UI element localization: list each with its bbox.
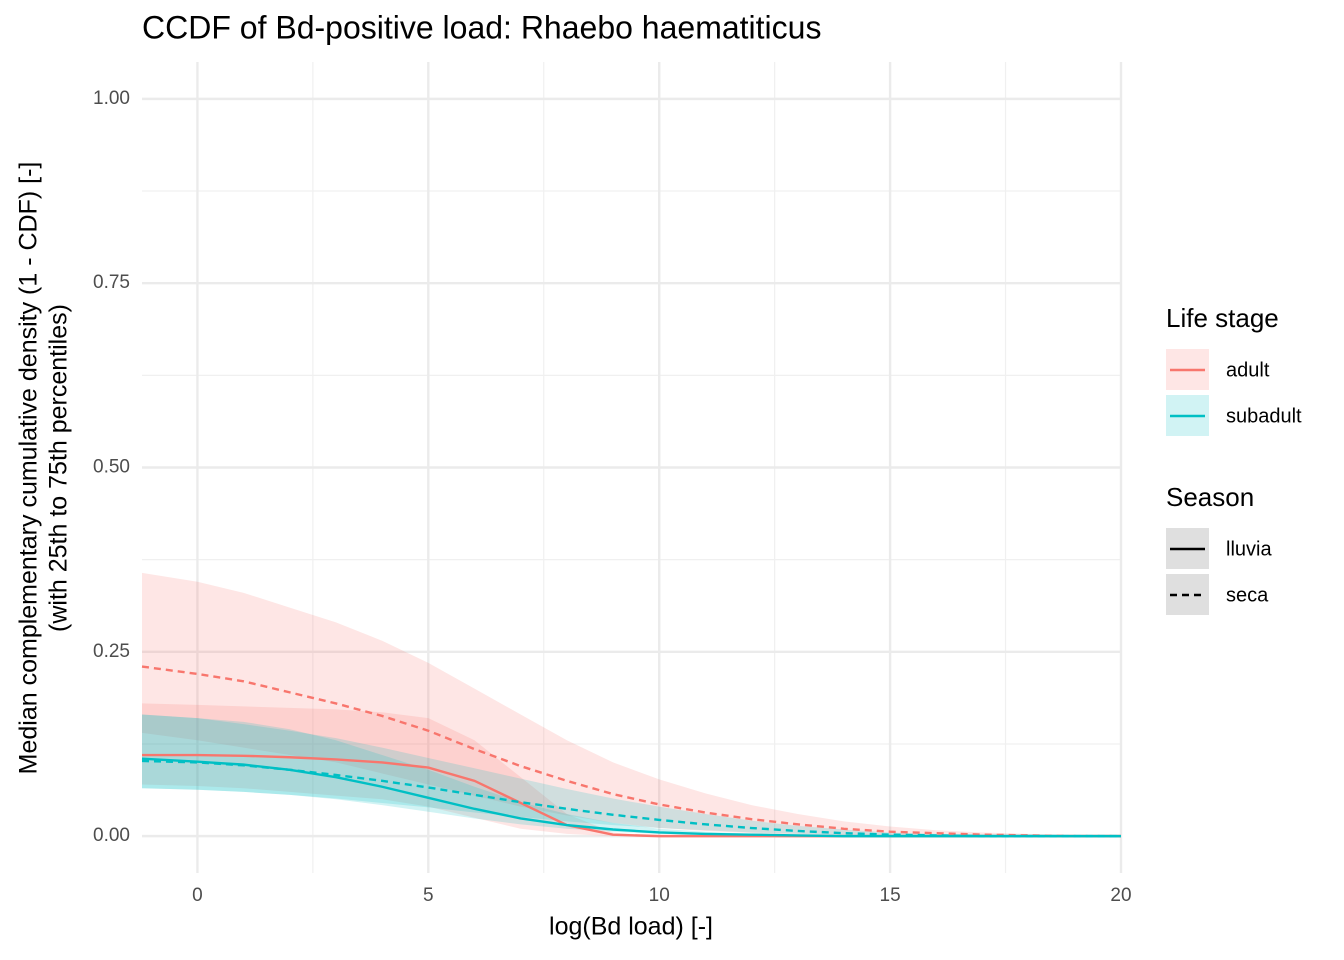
legend-label: adult (1226, 359, 1270, 381)
legend-title: Season (1166, 482, 1254, 512)
y-tick-label: 0.50 (93, 457, 130, 478)
x-tick-label: 0 (192, 885, 203, 906)
line (141, 757, 1121, 838)
y-tick-label: 0.25 (93, 641, 130, 662)
ribbon (142, 714, 1121, 837)
legend-title: Life stage (1166, 303, 1279, 333)
y-tick-label: 0.00 (93, 825, 130, 846)
ribbon (142, 703, 1121, 837)
legend-label: seca (1226, 584, 1269, 606)
y-tick-label: 1.00 (93, 88, 130, 109)
x-tick-label: 10 (649, 885, 670, 906)
legend-label: lluvia (1226, 538, 1272, 560)
x-tick-label: 5 (423, 885, 434, 906)
x-tick-label: 15 (880, 885, 901, 906)
y-tick-label: 0.75 (93, 272, 130, 293)
line (141, 665, 1121, 838)
y-axis-title: Median complementary cumulative density … (15, 162, 43, 775)
x-axis-title: log(Bd load) [-] (549, 913, 713, 941)
chart-title: CCDF of Bd-positive load: Rhaebo haemati… (142, 9, 821, 45)
legend-label: subadult (1226, 405, 1302, 427)
ribbon (142, 572, 1121, 837)
y-axis-title: (with 25th to 75th percentiles) (45, 304, 73, 632)
x-tick-label: 20 (1110, 885, 1131, 906)
